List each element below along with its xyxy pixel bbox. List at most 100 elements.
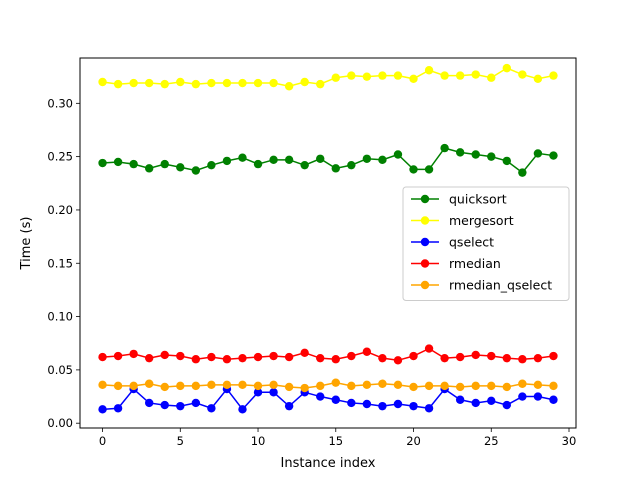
data-point — [487, 381, 496, 391]
data-point — [160, 159, 169, 169]
data-point — [238, 380, 247, 390]
data-point — [316, 392, 325, 401]
data-point — [176, 401, 185, 411]
data-point — [160, 382, 169, 392]
data-point — [98, 380, 107, 390]
data-point — [300, 160, 309, 170]
data-point — [191, 79, 201, 89]
data-point — [393, 150, 403, 159]
data-point — [113, 404, 123, 413]
data-point — [502, 382, 512, 392]
data-point — [331, 378, 340, 387]
data-point — [455, 71, 465, 80]
data-point — [222, 156, 232, 166]
data-point — [284, 155, 294, 165]
data-point — [98, 158, 107, 168]
x-tick-label: 10 — [251, 434, 266, 448]
y-tick-label: 0.00 — [47, 416, 73, 430]
series-rmedian_qselect — [98, 378, 558, 393]
data-point — [316, 353, 325, 363]
data-point — [144, 164, 154, 173]
data-point — [160, 350, 169, 360]
data-point — [455, 395, 465, 404]
legend-label: quicksort — [449, 192, 507, 207]
data-point — [424, 344, 434, 353]
data-point — [549, 351, 558, 361]
data-point — [98, 352, 107, 362]
data-point — [502, 63, 512, 73]
series-mergesort — [98, 63, 558, 91]
data-point — [160, 400, 169, 410]
data-point — [238, 78, 247, 88]
data-point — [533, 74, 543, 83]
data-point — [409, 74, 418, 83]
x-tick-label: 5 — [177, 434, 184, 448]
legend-marker — [420, 216, 430, 225]
data-point — [160, 79, 169, 89]
data-point — [144, 398, 154, 408]
data-point — [269, 351, 278, 361]
series-rmedian — [98, 344, 558, 365]
data-point — [549, 151, 558, 160]
data-point — [471, 70, 480, 79]
legend-marker — [420, 237, 430, 247]
data-point — [362, 72, 372, 81]
data-point — [113, 79, 123, 89]
data-point — [471, 150, 480, 159]
data-point — [129, 349, 138, 359]
legend-entry-rmedian: rmedian — [411, 256, 501, 271]
legend-entry-quicksort: quicksort — [411, 192, 507, 207]
data-point — [362, 347, 372, 356]
legend-marker — [420, 280, 430, 290]
legend-label: qselect — [449, 235, 494, 250]
data-point — [347, 71, 356, 80]
data-point — [518, 379, 527, 388]
data-point — [347, 398, 356, 408]
legend-label: rmedian — [449, 256, 501, 271]
y-tick-label: 0.20 — [47, 203, 73, 217]
data-point — [549, 71, 558, 80]
data-point — [300, 348, 309, 358]
data-point — [471, 398, 480, 408]
data-point — [284, 82, 294, 91]
data-point — [331, 395, 340, 404]
data-point — [113, 351, 123, 361]
data-point — [144, 379, 154, 388]
series-quicksort — [98, 143, 558, 177]
legend-label: rmedian_qselect — [449, 278, 552, 293]
data-point — [487, 152, 496, 161]
legend-entry-rmedian_qselect: rmedian_qselect — [411, 278, 552, 293]
data-point — [222, 380, 232, 390]
data-point — [144, 353, 154, 363]
legend-entry-mergesort: mergesort — [411, 213, 514, 228]
y-tick-label: 0.05 — [47, 363, 73, 377]
data-point — [424, 66, 434, 75]
data-point — [176, 381, 185, 391]
data-point — [253, 78, 263, 88]
data-point — [113, 381, 123, 391]
data-point — [393, 356, 403, 365]
data-point — [549, 395, 558, 404]
data-point — [191, 381, 201, 391]
data-point — [176, 77, 185, 87]
y-axis-label: Time (s) — [19, 217, 34, 271]
data-point — [455, 382, 465, 392]
data-point — [129, 78, 138, 88]
data-point — [440, 381, 449, 391]
data-point — [393, 71, 403, 80]
data-point — [347, 351, 356, 361]
data-point — [409, 382, 418, 392]
x-tick-label: 15 — [328, 434, 343, 448]
data-point — [409, 165, 418, 174]
data-point — [129, 159, 138, 169]
legend-marker — [420, 194, 430, 204]
data-point — [518, 70, 527, 79]
series-layer — [98, 63, 558, 414]
data-point — [176, 163, 185, 172]
data-point — [316, 79, 325, 89]
data-point — [362, 154, 372, 163]
data-point — [98, 77, 107, 87]
plot-frame — [79, 57, 577, 429]
y-tick-label: 0.25 — [47, 150, 73, 164]
data-point — [347, 160, 356, 170]
